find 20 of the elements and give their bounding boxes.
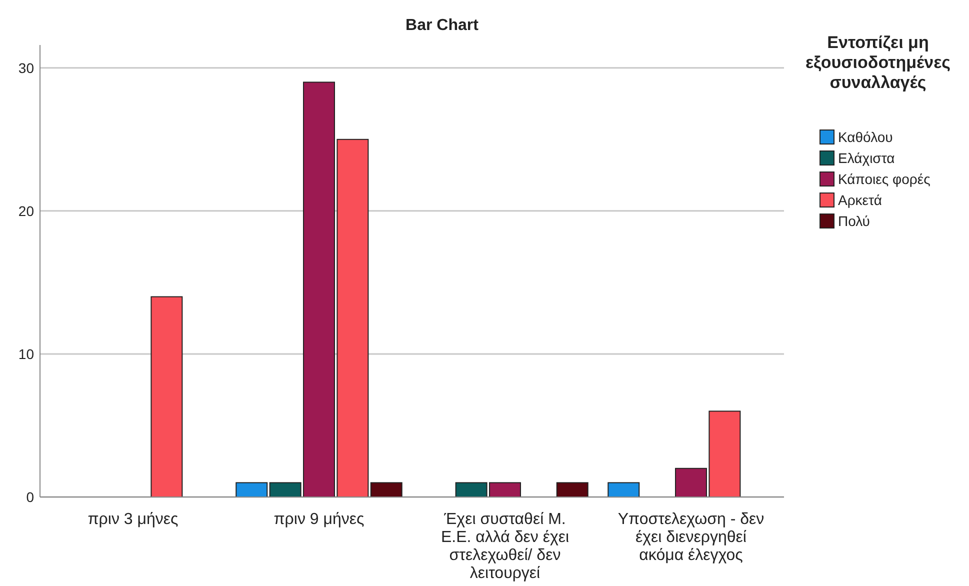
bar (150, 296, 183, 498)
legend-label: Κάποιες φορές (838, 170, 931, 187)
x-tick-label: πριν 9 μήνες (274, 511, 365, 528)
x-tick-label: Υποστελεχωση - δεν έχει διενεργηθεί ακόμα έλεγχος (618, 511, 764, 564)
x-tick-label: πριν 3 μήνες (88, 511, 179, 528)
chart-title: Bar Chart (406, 17, 480, 34)
bar (236, 482, 268, 498)
legend-label: Ελάχιστα (838, 150, 895, 166)
x-tick-label: Έχει συσταθεί Μ. Ε.Ε. αλλά δεν έχει στελεχωθεί/ δεν λειτουργεί (440, 511, 570, 582)
y-tick-label: 30 (18, 60, 34, 76)
bar (608, 482, 640, 498)
legend-title: Εντοπίζει μη εξουσιοδοτημένες συναλλαγές (805, 33, 951, 92)
legend-label: Αρκετά (838, 192, 882, 208)
legend-label: Πολύ (838, 212, 870, 229)
legend-label: Καθόλου (838, 128, 893, 145)
y-tick-label: 20 (18, 202, 34, 219)
bar (556, 482, 588, 498)
y-tick-label: 0 (26, 488, 34, 505)
y-tick-label: 10 (18, 346, 34, 362)
bar (370, 482, 402, 498)
